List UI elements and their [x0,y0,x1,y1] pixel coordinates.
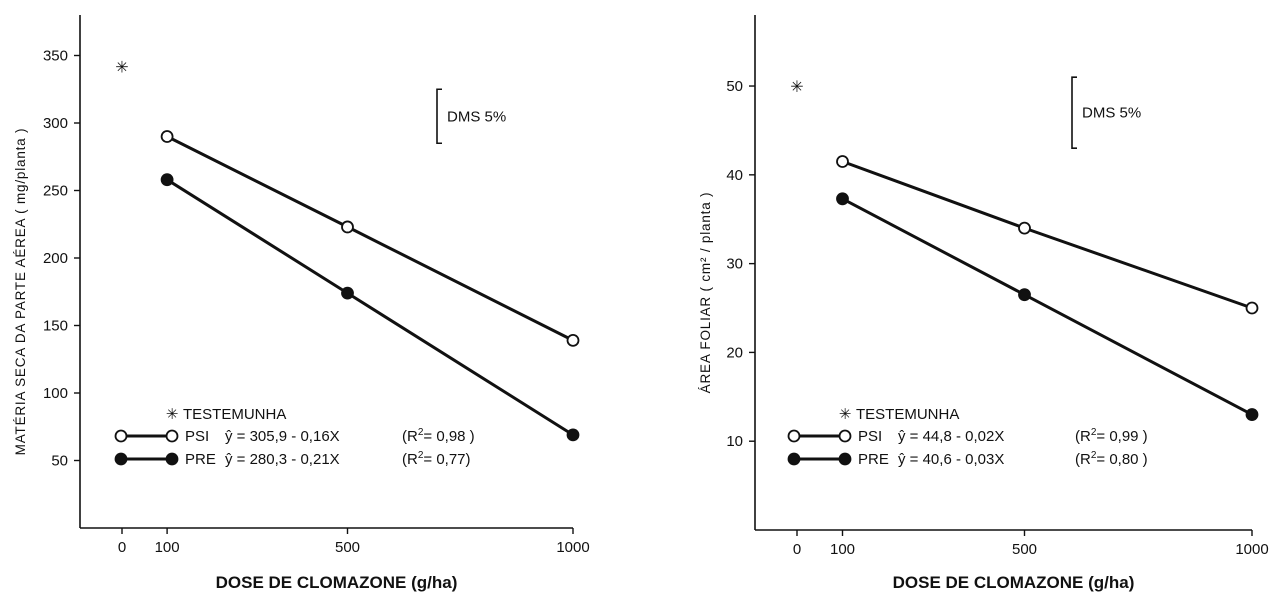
x-tick-label: 0 [118,539,126,556]
y-tick-label: 10 [726,433,743,450]
legend-r2: (R2= 0,80 ) [1075,450,1148,468]
x-axis-label: DOSE DE CLOMAZONE (g/ha) [216,573,458,592]
dms-bracket [436,88,442,145]
x-tick-label: 100 [830,541,855,558]
legend-series-name: PRE [858,451,889,468]
y-axis-label: MATÉRIA SECA DA PARTE AÉREA ( mg/planta … [13,128,28,456]
legend-marker [114,452,128,466]
legend-equation: ŷ = 305,9 - 0,16X [225,428,340,445]
x-tick-label: 500 [1012,541,1037,558]
y-tick-label: 50 [51,453,68,470]
data-point-pre [566,428,580,442]
data-point-psi [566,333,580,347]
legend-marker [787,429,801,443]
legend-control-marker: ✳ [839,406,852,423]
y-tick-label: 100 [43,385,68,402]
data-point-pre [836,192,849,206]
data-point-pre [1245,408,1259,421]
series-line-psi [166,135,574,342]
legend-marker [787,452,801,466]
legend-marker [165,429,179,443]
data-point-pre [160,173,174,187]
legend-r2: (R2= 0,98 ) [402,427,475,445]
series-line-psi [841,160,1253,310]
x-tick-label: 0 [793,541,801,558]
legend-control-marker: ✳ [166,406,179,423]
legend-control-label: TESTEMUNHA [856,406,959,423]
control-point: ✳ [790,79,803,96]
legend-equation: ŷ = 40,6 - 0,03X [898,451,1004,468]
series-line-pre [841,197,1253,416]
data-point-psi [836,155,849,168]
legend-series-name: PRE [185,451,216,468]
data-point-pre [1018,288,1031,302]
x-tick-label: 100 [155,539,180,556]
y-tick-label: 250 [43,183,68,200]
legend-marker [114,429,128,443]
y-tick-label: 30 [726,256,743,273]
y-tick-label: 300 [43,115,68,132]
y-tick-label: 40 [726,167,743,184]
data-point-pre [341,286,354,300]
x-axis-label: DOSE DE CLOMAZONE (g/ha) [893,573,1135,592]
control-point: ✳ [115,59,128,76]
legend-r2: (R2= 0,99 ) [1075,427,1148,445]
y-tick-label: 20 [726,344,743,361]
legend-r2: (R2= 0,77) [402,450,471,468]
x-tick-label: 1000 [1235,541,1268,558]
legend-series-name: PSI [185,428,209,445]
legend-marker [838,429,852,443]
x-tick-label: 1000 [556,539,589,556]
dms-label: DMS 5% [1082,105,1141,122]
data-point-psi [1245,301,1259,315]
y-tick-label: 50 [726,78,743,95]
dms-bracket [1071,76,1077,149]
y-tick-label: 350 [43,48,68,65]
legend-marker [838,452,852,466]
y-tick-label: 150 [43,318,68,335]
legend-marker [165,452,179,466]
dms-label: DMS 5% [447,108,506,125]
data-point-psi [160,130,174,143]
legend-series-name: PSI [858,428,882,445]
legend-equation: ŷ = 44,8 - 0,02X [898,428,1004,445]
legend-equation: ŷ = 280,3 - 0,21X [225,451,340,468]
y-axis-label: ÁREA FOLIAR ( cm² / planta ) [698,192,713,394]
series-line-pre [166,178,574,437]
chart-1: 50 100 150 200 250 300 350 0 100 500 1000 DOSE DE C… [13,15,590,592]
data-point-psi [341,220,354,234]
data-point-psi [1018,221,1031,235]
y-tick-label: 200 [43,250,68,267]
x-tick-label: 500 [335,539,360,556]
legend-control-label: TESTEMUNHA [183,406,286,423]
